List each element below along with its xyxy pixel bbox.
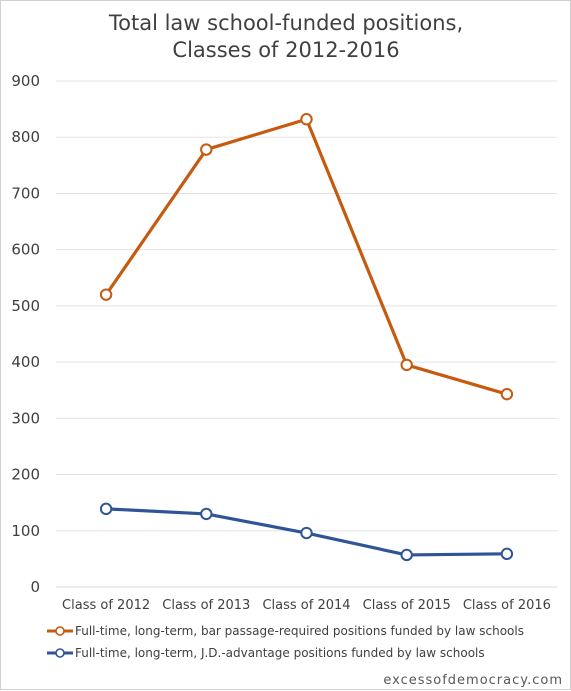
x-category-label: Class of 2013 [162,598,250,613]
data-point [99,502,113,516]
x-axis-categories: Class of 2012 Class of 2013 Class of 2014 C… [62,598,551,613]
data-point [500,387,514,401]
y-tick-label: 500 [11,297,40,315]
x-category-label: Class of 2014 [262,598,350,613]
y-tick-label: 100 [11,522,40,540]
y-tick-label: 300 [11,409,40,427]
data-point [99,288,113,301]
y-tick-label: 600 [11,241,40,259]
legend: Full-time, long-term, bar passage-requir… [47,624,524,660]
y-tick-label: 200 [11,466,40,484]
y-tick-label: 700 [11,184,40,202]
data-point [200,143,213,156]
chart-title-line-2: Classes of 2012-2016 [172,38,399,62]
data-point [300,526,313,540]
y-axis-ticks: 0 100 200 300 400 500 600 700 800 900 [11,72,40,596]
data-point [200,507,213,521]
data-point [400,548,413,562]
x-category-label: Class of 2016 [463,598,551,613]
x-category-label: Class of 2012 [62,598,150,613]
series-lines [99,113,514,562]
x-category-label: Class of 2015 [363,598,451,613]
y-tick-label: 0 [30,578,40,596]
legend-label: Full-time, long-term, bar passage-requir… [75,624,524,638]
series-line-1 [104,117,509,396]
data-point [400,358,413,372]
data-point [300,113,313,126]
y-tick-label: 900 [11,72,40,90]
data-point [500,547,514,561]
y-tick-label: 400 [11,353,40,371]
y-tick-label: 800 [11,128,40,146]
chart-title-line-1: Total law school-funded positions, [108,11,463,35]
legend-label: Full-time, long-term, J.D.-advantage pos… [75,646,485,660]
gridlines [56,80,557,588]
credit-text: excessofdemocracy.com [383,673,563,688]
legend-marker [55,648,65,658]
legend-marker [55,626,65,636]
